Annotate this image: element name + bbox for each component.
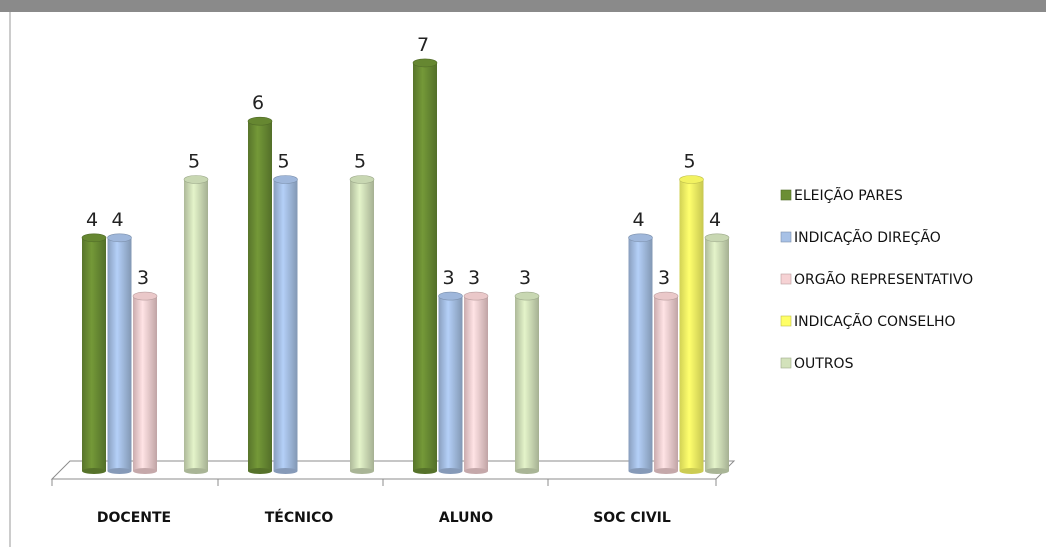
bar-base-cap (515, 468, 539, 474)
bar-top-cap (438, 291, 463, 301)
bar-t-cnico-4 (349, 175, 375, 474)
bar-base-cap (248, 468, 272, 474)
bar-body (107, 237, 132, 471)
bar-body (464, 296, 488, 471)
data-label: 7 (417, 34, 429, 56)
bar-base-cap (628, 468, 653, 474)
bar-body (82, 237, 106, 471)
data-label: 5 (277, 151, 289, 173)
bar-body (438, 296, 463, 471)
bar-base-cap (107, 468, 132, 474)
bar-top-cap (463, 291, 489, 301)
bar-top-cap (514, 291, 540, 301)
data-label: 6 (252, 92, 264, 114)
bar-docente-2 (132, 291, 158, 474)
bar-base-cap (184, 468, 208, 474)
bar-soc-civil-2 (653, 291, 679, 474)
bar-base-cap (654, 468, 678, 474)
floor-plane (50, 460, 736, 480)
data-label: 4 (632, 209, 644, 231)
bar-top-cap (653, 291, 679, 301)
legend-label: INDICAÇÃO CONSELHO (794, 313, 956, 330)
bar-body (705, 237, 729, 471)
data-label: 3 (442, 267, 454, 289)
bar-body (413, 62, 437, 472)
bar-top-cap (349, 175, 375, 184)
legend-label: INDICAÇÃO DIREÇÃO (794, 229, 941, 246)
bar-docente-4 (183, 175, 209, 474)
data-label: 5 (188, 151, 200, 173)
bar-top-cap (183, 175, 209, 184)
bar-soc-civil-1 (628, 233, 653, 474)
bar-body (248, 121, 272, 471)
bar-base-cap (438, 468, 463, 474)
bar-body (679, 179, 704, 471)
bar-t-cnico-0 (247, 116, 273, 474)
bar-body (628, 237, 653, 471)
bar-body (350, 179, 374, 471)
data-label: 4 (86, 209, 98, 231)
legend-swatch (780, 189, 792, 201)
x-axis-labels: DOCENTE TÉCNICO ALUNO SOC CIVIL (97, 509, 671, 526)
bar-base-cap (705, 468, 729, 474)
data-label: 3 (519, 267, 531, 289)
bar-aluno-4 (514, 291, 540, 474)
bar-base-cap (133, 468, 157, 474)
bar-aluno-2 (463, 291, 489, 474)
x-tick-label: TÉCNICO (265, 509, 334, 526)
bar-aluno-0 (412, 58, 438, 474)
bar-base-cap (413, 468, 437, 474)
bar-top-cap (628, 233, 653, 243)
bar-body (184, 179, 208, 471)
x-tick-label: ALUNO (439, 510, 493, 526)
legend-swatch (780, 315, 792, 327)
legend-swatch (780, 231, 792, 243)
bar-soc-civil-3 (679, 175, 704, 474)
legend-swatch (780, 357, 792, 369)
bar-top-cap (247, 116, 273, 126)
bar-top-cap (273, 175, 298, 184)
bar-aluno-1 (438, 291, 463, 474)
data-label: 3 (468, 267, 480, 289)
bar-body (654, 296, 678, 471)
legend-label: OUTROS (794, 356, 854, 372)
bar-base-cap (464, 468, 488, 474)
bar-soc-civil-4 (704, 233, 730, 474)
data-label: 4 (709, 209, 721, 231)
bars-group (81, 58, 730, 474)
bar-top-cap (412, 58, 438, 68)
data-label: 4 (111, 209, 123, 231)
bar-docente-0 (81, 233, 107, 474)
bar-top-cap (679, 175, 704, 184)
bar-t-cnico-1 (273, 175, 298, 474)
data-label: 5 (354, 151, 366, 173)
legend-label: ELEIÇÃO PARES (794, 187, 903, 204)
legend-label: ORGÃO REPRESENTATIVO (794, 271, 973, 288)
frame-shadow (0, 0, 1046, 12)
bar-body (273, 179, 298, 471)
bar-top-cap (704, 233, 730, 243)
bar-base-cap (350, 468, 374, 474)
bar-base-cap (82, 468, 106, 474)
x-tick-label: SOC CIVIL (593, 510, 671, 526)
bar-base-cap (679, 468, 704, 474)
legend: ELEIÇÃO PARES INDICAÇÃO DIREÇÃO ORGÃO REPR… (780, 187, 973, 372)
bar-body (133, 296, 157, 471)
x-tick-label: DOCENTE (97, 510, 171, 526)
bar-top-cap (107, 233, 132, 243)
data-label: 3 (658, 267, 670, 289)
bar-top-cap (81, 233, 107, 243)
legend-swatch (780, 273, 792, 285)
bar-base-cap (273, 468, 298, 474)
bar-top-cap (132, 291, 158, 301)
bar-docente-1 (107, 233, 132, 474)
data-label: 3 (137, 267, 149, 289)
bar-body (515, 296, 539, 471)
chart-floor (50, 460, 736, 486)
data-label: 5 (683, 151, 695, 173)
